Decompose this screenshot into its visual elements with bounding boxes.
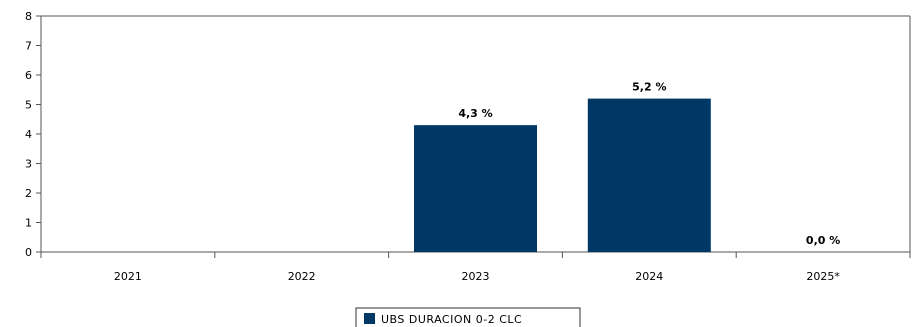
- y-tick-label: 1: [25, 217, 32, 230]
- y-tick-label: 8: [25, 10, 32, 23]
- y-axis: 0 1 2 3 4 5 6 7 8: [25, 10, 41, 259]
- x-tick-label: 2024: [635, 270, 663, 283]
- y-tick-label: 2: [25, 187, 32, 200]
- x-tick-label: 2023: [462, 270, 490, 283]
- x-tick-label: 2025*: [806, 270, 840, 283]
- x-tick-label: 2021: [114, 270, 142, 283]
- legend-box: [355, 307, 581, 327]
- bar-value-label: 0,0 %: [806, 234, 840, 247]
- x-tick-label: 2022: [288, 270, 316, 283]
- y-tick-label: 7: [25, 40, 32, 53]
- bar-value-label: 4,3 %: [458, 107, 492, 120]
- y-tick-label: 6: [25, 69, 32, 82]
- y-tick-label: 0: [25, 246, 32, 259]
- y-tick-label: 3: [25, 158, 32, 171]
- legend-swatch: [364, 313, 375, 324]
- bar: [587, 98, 711, 252]
- value-labels: 4,3 % 5,2 % 0,0 %: [458, 81, 840, 247]
- y-tick-label: 5: [25, 99, 32, 112]
- bar-value-label: 5,2 %: [632, 81, 666, 94]
- legend: UBS DURACION 0-2 CLC: [355, 307, 581, 327]
- legend-label: UBS DURACION 0-2 CLC: [381, 313, 522, 326]
- x-axis: 2021 2022 2023 2024 2025*: [40, 252, 911, 283]
- bar: [414, 125, 537, 252]
- bars: [414, 98, 711, 252]
- y-tick-label: 4: [25, 128, 32, 141]
